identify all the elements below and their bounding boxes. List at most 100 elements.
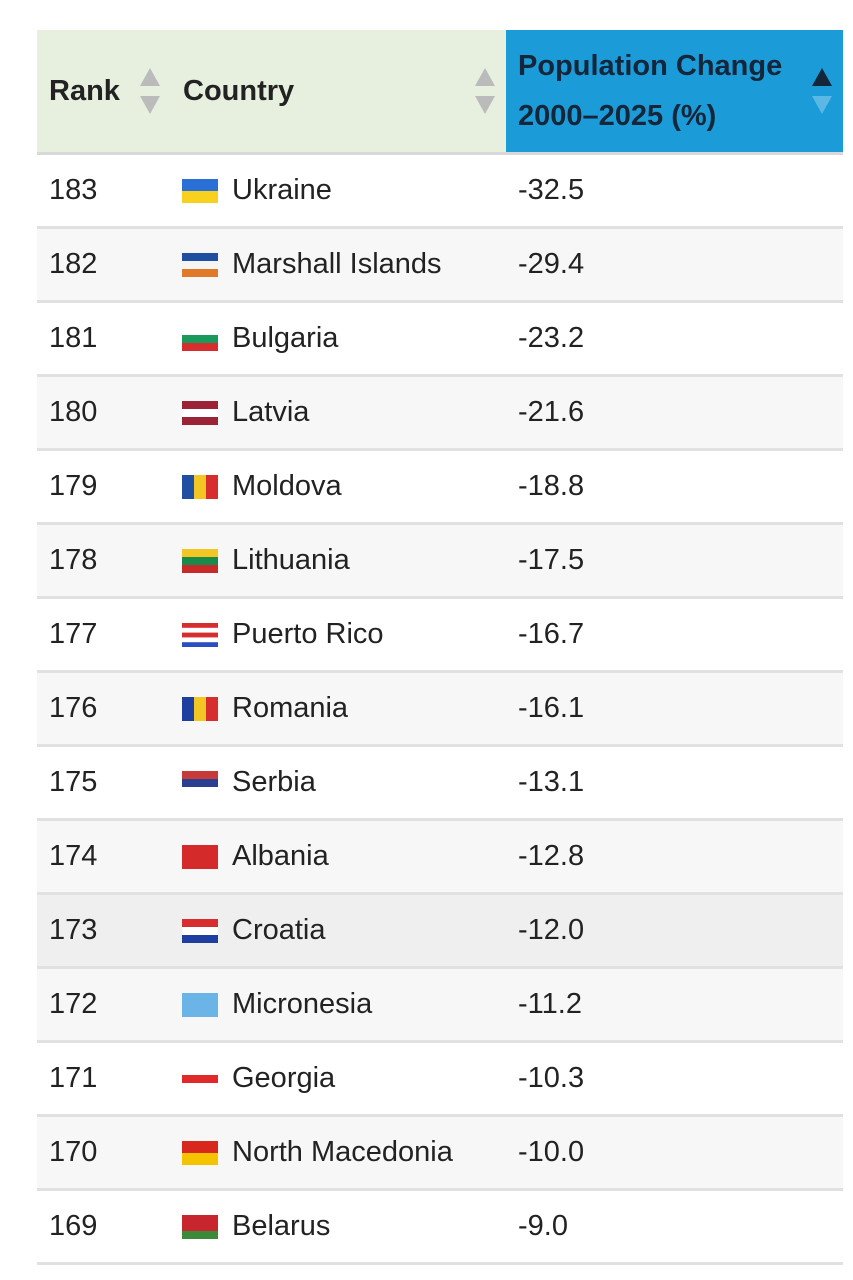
country-cell: Georgia bbox=[171, 1062, 506, 1095]
country-name: North Macedonia bbox=[232, 1136, 453, 1168]
country-cell: Micronesia bbox=[171, 988, 506, 1021]
table-row: 175 Serbia -13.1 bbox=[37, 747, 843, 821]
country-cell: Bulgaria bbox=[171, 322, 506, 355]
country-name: Marshall Islands bbox=[232, 248, 442, 280]
country-cell: Moldova bbox=[171, 470, 506, 503]
flag-icon bbox=[182, 474, 218, 499]
rank-cell: 174 bbox=[49, 840, 98, 872]
table-row: 180 Latvia -21.6 bbox=[37, 377, 843, 451]
country-name: Albania bbox=[232, 840, 329, 872]
column-header[interactable]: Country bbox=[171, 30, 506, 152]
rank-cell: 178 bbox=[49, 544, 98, 576]
country-name: Belarus bbox=[232, 1210, 331, 1242]
country-name: Puerto Rico bbox=[232, 618, 384, 650]
table-row: 170 North Macedonia -10.0 bbox=[37, 1117, 843, 1191]
country-name: Micronesia bbox=[232, 988, 373, 1020]
change-cell: -12.0 bbox=[518, 914, 585, 946]
change-cell: -9.0 bbox=[518, 1210, 568, 1242]
country-cell: Latvia bbox=[171, 396, 506, 429]
country-cell: Serbia bbox=[171, 766, 506, 799]
flag-icon bbox=[182, 992, 218, 1017]
rank-cell: 179 bbox=[49, 470, 98, 502]
change-cell: -18.8 bbox=[518, 470, 585, 502]
table-row: 177 Puerto Rico -16.7 bbox=[37, 599, 843, 673]
header-text: Country bbox=[183, 74, 295, 107]
change-cell: -16.1 bbox=[518, 692, 585, 724]
flag-icon bbox=[182, 326, 218, 351]
rank-cell: 175 bbox=[49, 766, 98, 798]
rank-cell: 180 bbox=[49, 396, 98, 428]
column-header[interactable]: Rank bbox=[37, 30, 171, 152]
sort-icon bbox=[140, 68, 160, 114]
country-name: Romania bbox=[232, 692, 349, 724]
change-cell: -16.7 bbox=[518, 618, 585, 650]
flag-icon bbox=[182, 400, 218, 425]
flag-icon bbox=[182, 696, 218, 721]
country-cell: Ukraine bbox=[171, 174, 506, 207]
rank-cell: 176 bbox=[49, 692, 98, 724]
rank-cell: 182 bbox=[49, 248, 98, 280]
table-row: 174 Albania -12.8 bbox=[37, 821, 843, 895]
flag-icon bbox=[182, 178, 218, 203]
change-cell: -21.6 bbox=[518, 396, 585, 428]
country-cell: Belarus bbox=[171, 1210, 506, 1243]
header-text: Rank bbox=[49, 74, 120, 107]
table-row: 178 Lithuania -17.5 bbox=[37, 525, 843, 599]
change-cell: -10.3 bbox=[518, 1062, 585, 1094]
flag-icon bbox=[182, 918, 218, 943]
country-name: Latvia bbox=[232, 396, 310, 428]
country-name: Croatia bbox=[232, 914, 326, 946]
country-cell: Romania bbox=[171, 692, 506, 725]
change-cell: -11.2 bbox=[518, 988, 582, 1020]
change-cell: -17.5 bbox=[518, 544, 585, 576]
table-row: 169 Belarus -9.0 bbox=[37, 1191, 843, 1265]
country-cell: North Macedonia bbox=[171, 1136, 506, 1169]
flag-icon bbox=[182, 844, 218, 869]
country-cell: Albania bbox=[171, 840, 506, 873]
country-cell: Croatia bbox=[171, 914, 506, 947]
flag-icon bbox=[182, 770, 218, 795]
change-cell: -13.1 bbox=[518, 766, 585, 798]
table-row: 173 Croatia -12.0 bbox=[37, 895, 843, 969]
rank-cell: 172 bbox=[49, 988, 98, 1020]
header-text: Population Change 2000–2025 (%) bbox=[518, 50, 783, 132]
country-name: Moldova bbox=[232, 470, 342, 502]
flag-icon bbox=[182, 1214, 218, 1239]
rank-cell: 177 bbox=[49, 618, 98, 650]
flag-icon bbox=[182, 1140, 218, 1165]
country-name: Ukraine bbox=[232, 174, 332, 206]
table-body: 183 Ukraine -32.5 182 Marshall Islands -29.4 1… bbox=[37, 155, 843, 1265]
sort-icon bbox=[812, 68, 832, 114]
rank-cell: 173 bbox=[49, 914, 98, 946]
country-cell: Lithuania bbox=[171, 544, 506, 577]
country-name: Serbia bbox=[232, 766, 316, 798]
country-name: Lithuania bbox=[232, 544, 350, 576]
rank-cell: 183 bbox=[49, 174, 98, 206]
change-cell: -29.4 bbox=[518, 248, 585, 280]
flag-icon bbox=[182, 1066, 218, 1091]
country-cell: Puerto Rico bbox=[171, 618, 506, 651]
change-cell: -12.8 bbox=[518, 840, 585, 872]
change-cell: -32.5 bbox=[518, 174, 585, 206]
flag-icon bbox=[182, 252, 218, 277]
rank-cell: 171 bbox=[49, 1062, 98, 1094]
change-cell: -10.0 bbox=[518, 1136, 585, 1168]
table-row: 176 Romania -16.1 bbox=[37, 673, 843, 747]
flag-icon bbox=[182, 622, 218, 647]
rank-cell: 170 bbox=[49, 1136, 98, 1168]
flag-icon bbox=[182, 548, 218, 573]
country-cell: Marshall Islands bbox=[171, 248, 506, 281]
sort-icon bbox=[475, 68, 495, 114]
country-name: Georgia bbox=[232, 1062, 336, 1094]
table-row: 179 Moldova -18.8 bbox=[37, 451, 843, 525]
table-row: 182 Marshall Islands -29.4 bbox=[37, 229, 843, 303]
rank-cell: 169 bbox=[49, 1210, 98, 1242]
country-name: Bulgaria bbox=[232, 322, 339, 354]
table-row: 171 Georgia -10.3 bbox=[37, 1043, 843, 1117]
table-row: 172 Micronesia -11.2 bbox=[37, 969, 843, 1043]
table-row: 183 Ukraine -32.5 bbox=[37, 155, 843, 229]
column-header[interactable]: Population Change 2000–2025 (%) bbox=[506, 30, 843, 152]
change-cell: -23.2 bbox=[518, 322, 585, 354]
table-row: 181 Bulgaria -23.2 bbox=[37, 303, 843, 377]
